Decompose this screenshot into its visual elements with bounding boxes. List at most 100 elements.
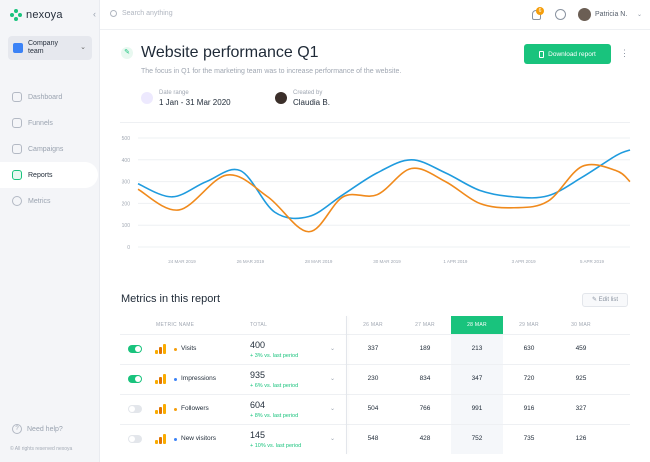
help-icon: ? <box>12 424 22 434</box>
download-report-button[interactable]: Download report <box>524 44 611 64</box>
sidebar-item-label: Dashboard <box>28 93 63 101</box>
gear-icon[interactable] <box>555 9 566 20</box>
home-icon <box>12 92 22 102</box>
column-header-total: TOTAL <box>250 322 268 328</box>
column-header-date[interactable]: 27 MAR <box>415 322 435 328</box>
x-tick-label: 1 APR 2019 <box>443 259 468 264</box>
metric-total: 604 <box>250 400 266 410</box>
sidebar: nexoya ‹ Company team ⌄ Dashboard Funnel… <box>0 0 100 462</box>
column-separator <box>346 316 347 454</box>
sidebar-item-metrics[interactable]: Metrics <box>0 188 100 214</box>
metric-value-cell: 504 <box>367 405 379 412</box>
metric-value-cell: 213 <box>471 345 483 352</box>
download-report-label: Download report <box>548 50 596 58</box>
chevron-down-icon[interactable]: ⌄ <box>330 436 336 442</box>
avatar[interactable] <box>578 8 591 21</box>
metric-name[interactable]: Visits <box>181 345 197 352</box>
toggle-knob <box>135 376 141 382</box>
google-analytics-icon <box>155 404 166 414</box>
metric-delta: + 3% vs. last period <box>250 353 299 359</box>
funnel-icon <box>12 118 22 128</box>
team-selector[interactable]: Company team ⌄ <box>8 36 92 60</box>
search-input[interactable]: Search anything <box>110 10 173 17</box>
pin-icon[interactable]: ✎ <box>121 47 133 59</box>
y-tick-label: 0 <box>127 245 130 251</box>
sidebar-item-reports[interactable]: Reports <box>0 162 98 188</box>
metric-total: 400 <box>250 340 266 350</box>
created-by-label: Created by <box>293 90 323 96</box>
y-tick-label: 400 <box>122 158 131 164</box>
edit-list-label: Edit list <box>598 297 619 303</box>
collapse-sidebar-icon[interactable]: ‹ <box>93 9 96 19</box>
column-header-date-selected[interactable]: 28 MAR <box>451 316 503 334</box>
user-name[interactable]: Patricia N. <box>595 11 628 18</box>
performance-chart: 0 100 200 300 400 500 24 MAR 2019 26 MAR 2019 28… <box>122 136 631 264</box>
metric-name[interactable]: Followers <box>181 405 209 412</box>
chevron-down-icon[interactable]: ⌄ <box>330 346 336 352</box>
logo-icon <box>10 9 22 21</box>
sidebar-item-label: Funnels <box>28 119 53 127</box>
chevron-down-icon[interactable]: ⌄ <box>637 12 643 18</box>
metric-value-cell: 548 <box>367 435 379 442</box>
x-tick-label: 5 APR 2019 <box>580 259 605 264</box>
page-title: Website performance Q1 <box>141 44 319 61</box>
metric-value-cell: 459 <box>575 345 587 352</box>
metric-total: 935 <box>250 370 266 380</box>
column-header-date[interactable]: 29 MAR <box>519 322 539 328</box>
date-range[interactable]: Date range 1 Jan - 31 Mar 2020 <box>141 90 231 107</box>
target-icon <box>12 196 22 206</box>
x-tick-label: 26 MAR 2019 <box>237 259 265 264</box>
y-tick-label: 100 <box>122 223 131 229</box>
table-row[interactable]: Impressions 935 + 6% vs. last period ⌄ 230 83… <box>120 364 630 393</box>
metric-value-cell: 337 <box>367 345 379 352</box>
metric-color-dot <box>174 378 177 381</box>
metric-value-cell: 916 <box>523 405 535 412</box>
more-options-icon[interactable]: ⋮ <box>620 48 629 58</box>
table-row[interactable]: Followers 604 + 8% vs. last period ⌄ 504 766 9… <box>120 394 630 423</box>
metric-value-cell: 428 <box>419 435 431 442</box>
metric-toggle[interactable] <box>128 375 142 383</box>
toggle-knob <box>129 406 135 412</box>
sidebar-item-funnels[interactable]: Funnels <box>0 110 100 136</box>
google-analytics-icon <box>155 374 166 384</box>
metric-toggle[interactable] <box>128 435 142 443</box>
chevron-down-icon[interactable]: ⌄ <box>330 406 336 412</box>
metric-delta: + 6% vs. last period <box>250 383 299 389</box>
metric-toggle[interactable] <box>128 405 142 413</box>
metric-name[interactable]: Impressions <box>181 375 217 382</box>
metric-value-cell: 925 <box>575 375 587 382</box>
document-icon <box>539 50 545 58</box>
help-link[interactable]: ? Need help? <box>12 424 63 434</box>
metric-toggle[interactable] <box>128 345 142 353</box>
metric-value-cell: 126 <box>575 435 587 442</box>
sidebar-item-dashboard[interactable]: Dashboard <box>0 84 100 110</box>
metric-value-cell: 720 <box>523 375 535 382</box>
column-header-date[interactable]: 26 MAR <box>363 322 383 328</box>
copyright: © All rights reserved nexoya <box>10 446 73 452</box>
metric-value-cell: 735 <box>523 435 535 442</box>
metric-delta: + 10% vs. last period <box>250 443 302 449</box>
table-row[interactable]: New visitors 145 + 10% vs. last period ⌄ 548… <box>120 424 630 453</box>
table-row[interactable]: Visits 400 + 3% vs. last period ⌄ 337 189 213 6… <box>120 334 630 363</box>
logo-text: nexoya <box>26 9 63 21</box>
metric-name[interactable]: New visitors <box>181 435 217 442</box>
divider <box>120 122 630 123</box>
page-subtitle: The focus in Q1 for the marketing team w… <box>141 68 402 75</box>
team-icon <box>13 43 23 53</box>
megaphone-icon <box>12 144 22 154</box>
toggle-knob <box>129 436 135 442</box>
hourglass-icon <box>141 92 153 104</box>
edit-list-button[interactable]: ✎ Edit list <box>582 293 628 307</box>
sidebar-nav: Dashboard Funnels Campaigns Reports Metr… <box>0 84 100 214</box>
sidebar-item-campaigns[interactable]: Campaigns <box>0 136 100 162</box>
metric-color-dot <box>174 348 177 351</box>
chevron-down-icon[interactable]: ⌄ <box>330 376 336 382</box>
logo[interactable]: nexoya <box>10 9 63 21</box>
team-name: Company team <box>28 40 58 55</box>
created-by: Created by Claudia B. <box>275 90 330 107</box>
column-header-metric: METRIC NAME <box>156 322 195 328</box>
y-tick-label: 300 <box>122 180 131 186</box>
report-icon <box>12 170 22 180</box>
avatar <box>275 92 287 104</box>
column-header-date[interactable]: 30 MAR <box>571 322 591 328</box>
